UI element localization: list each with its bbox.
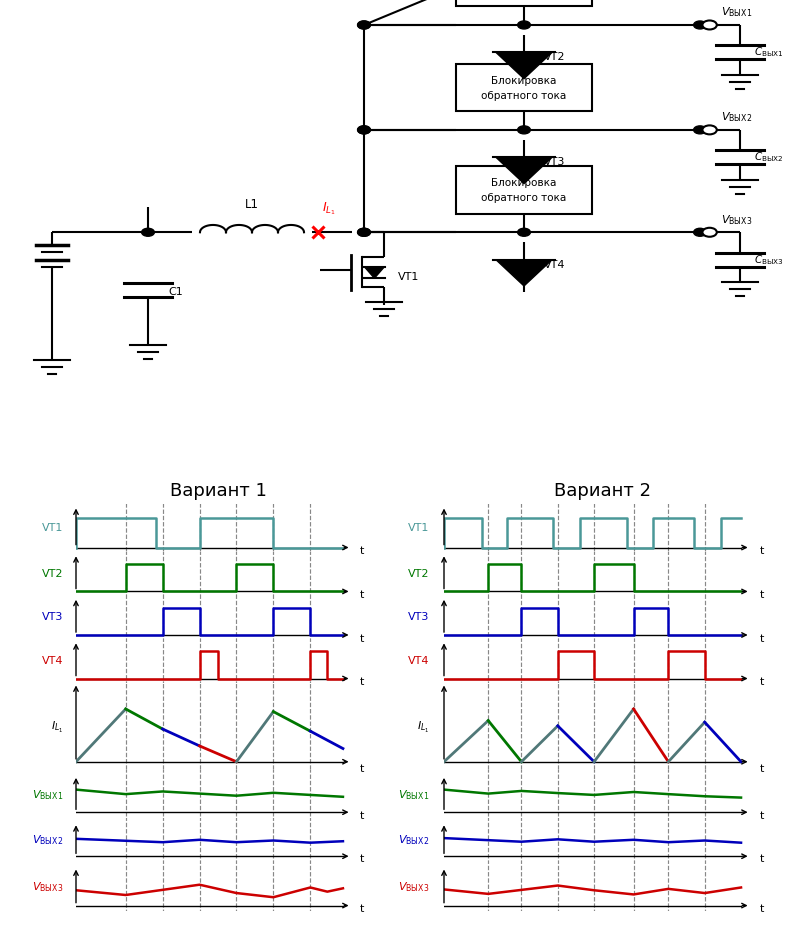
Circle shape xyxy=(702,20,717,30)
Circle shape xyxy=(702,228,717,237)
Text: VT3: VT3 xyxy=(42,612,63,623)
Text: VT3: VT3 xyxy=(544,157,566,167)
Polygon shape xyxy=(496,157,552,183)
Text: $V_{\mathrm{ВЫХ3}}$: $V_{\mathrm{ВЫХ3}}$ xyxy=(721,213,752,227)
Polygon shape xyxy=(496,260,552,286)
Circle shape xyxy=(358,228,370,236)
Text: t: t xyxy=(360,764,364,773)
Text: VT1: VT1 xyxy=(409,523,430,533)
Text: t: t xyxy=(760,547,764,557)
Text: $V_{\mathrm{ВЫХ2}}$: $V_{\mathrm{ВЫХ2}}$ xyxy=(398,833,430,847)
Circle shape xyxy=(358,21,370,29)
Text: t: t xyxy=(360,904,364,914)
Text: обратного тока: обратного тока xyxy=(482,193,566,204)
Text: t: t xyxy=(760,677,764,687)
Text: t: t xyxy=(360,590,364,600)
Text: $V_{\mathrm{ВЫХ1}}$: $V_{\mathrm{ВЫХ1}}$ xyxy=(721,6,752,19)
Text: t: t xyxy=(760,855,764,864)
Text: $V_{\mathrm{ВЫХ1}}$: $V_{\mathrm{ВЫХ1}}$ xyxy=(32,788,63,802)
Circle shape xyxy=(142,228,154,236)
Circle shape xyxy=(518,21,530,29)
Circle shape xyxy=(694,126,706,134)
Text: $I_{L_1}$: $I_{L_1}$ xyxy=(50,720,63,735)
Circle shape xyxy=(518,228,530,236)
Text: $V_{\mathrm{ВЫХ3}}$: $V_{\mathrm{ВЫХ3}}$ xyxy=(398,881,430,894)
Text: Блокировка: Блокировка xyxy=(491,76,557,86)
Polygon shape xyxy=(496,53,552,79)
Polygon shape xyxy=(365,267,384,278)
Text: $I_{L_1}$: $I_{L_1}$ xyxy=(418,720,430,735)
Text: $I_{L_1}$: $I_{L_1}$ xyxy=(322,200,335,216)
Bar xyxy=(456,64,592,111)
Text: Блокировка: Блокировка xyxy=(491,179,557,188)
Text: VT3: VT3 xyxy=(409,612,430,623)
Bar xyxy=(456,0,592,6)
Bar xyxy=(456,166,592,214)
Text: VT2: VT2 xyxy=(544,53,566,63)
Text: t: t xyxy=(360,855,364,864)
Text: t: t xyxy=(360,547,364,557)
Text: VT4: VT4 xyxy=(42,656,63,666)
Text: C1: C1 xyxy=(168,287,182,297)
Text: $C_{\mathrm{ВЫХ1}}$: $C_{\mathrm{ВЫХ1}}$ xyxy=(754,45,784,59)
Text: t: t xyxy=(360,634,364,644)
Text: t: t xyxy=(760,904,764,914)
Text: VT2: VT2 xyxy=(408,569,430,579)
Text: $V_{\mathrm{ВЫХ2}}$: $V_{\mathrm{ВЫХ2}}$ xyxy=(721,110,752,124)
Text: t: t xyxy=(360,810,364,820)
Text: VT1: VT1 xyxy=(398,272,419,282)
Circle shape xyxy=(694,228,706,236)
Text: обратного тока: обратного тока xyxy=(482,91,566,101)
Text: Вариант 2: Вариант 2 xyxy=(554,482,650,500)
Text: Вариант 1: Вариант 1 xyxy=(170,482,266,500)
Text: t: t xyxy=(760,634,764,644)
Text: $C_{\mathrm{ВЫХ3}}$: $C_{\mathrm{ВЫХ3}}$ xyxy=(754,253,784,266)
Text: L1: L1 xyxy=(245,198,259,211)
Circle shape xyxy=(358,126,370,134)
Circle shape xyxy=(358,21,370,29)
Text: t: t xyxy=(760,810,764,820)
Text: $V_{\mathrm{ВЫХ1}}$: $V_{\mathrm{ВЫХ1}}$ xyxy=(398,788,430,802)
Text: t: t xyxy=(360,677,364,687)
Text: t: t xyxy=(760,590,764,600)
Text: VT1: VT1 xyxy=(42,523,63,533)
Text: VT4: VT4 xyxy=(408,656,430,666)
Circle shape xyxy=(694,21,706,29)
Text: VT2: VT2 xyxy=(42,569,63,579)
Text: t: t xyxy=(760,764,764,773)
Text: $C_{\mathrm{ВЫХ2}}$: $C_{\mathrm{ВЫХ2}}$ xyxy=(754,151,784,165)
Text: $V_{\mathrm{ВЫХ3}}$: $V_{\mathrm{ВЫХ3}}$ xyxy=(32,881,63,894)
Circle shape xyxy=(518,126,530,134)
Circle shape xyxy=(702,126,717,134)
Text: $V_{\mathrm{ВЫХ2}}$: $V_{\mathrm{ВЫХ2}}$ xyxy=(32,833,63,847)
Circle shape xyxy=(358,126,370,134)
Text: VT4: VT4 xyxy=(544,260,566,270)
Circle shape xyxy=(358,228,370,236)
